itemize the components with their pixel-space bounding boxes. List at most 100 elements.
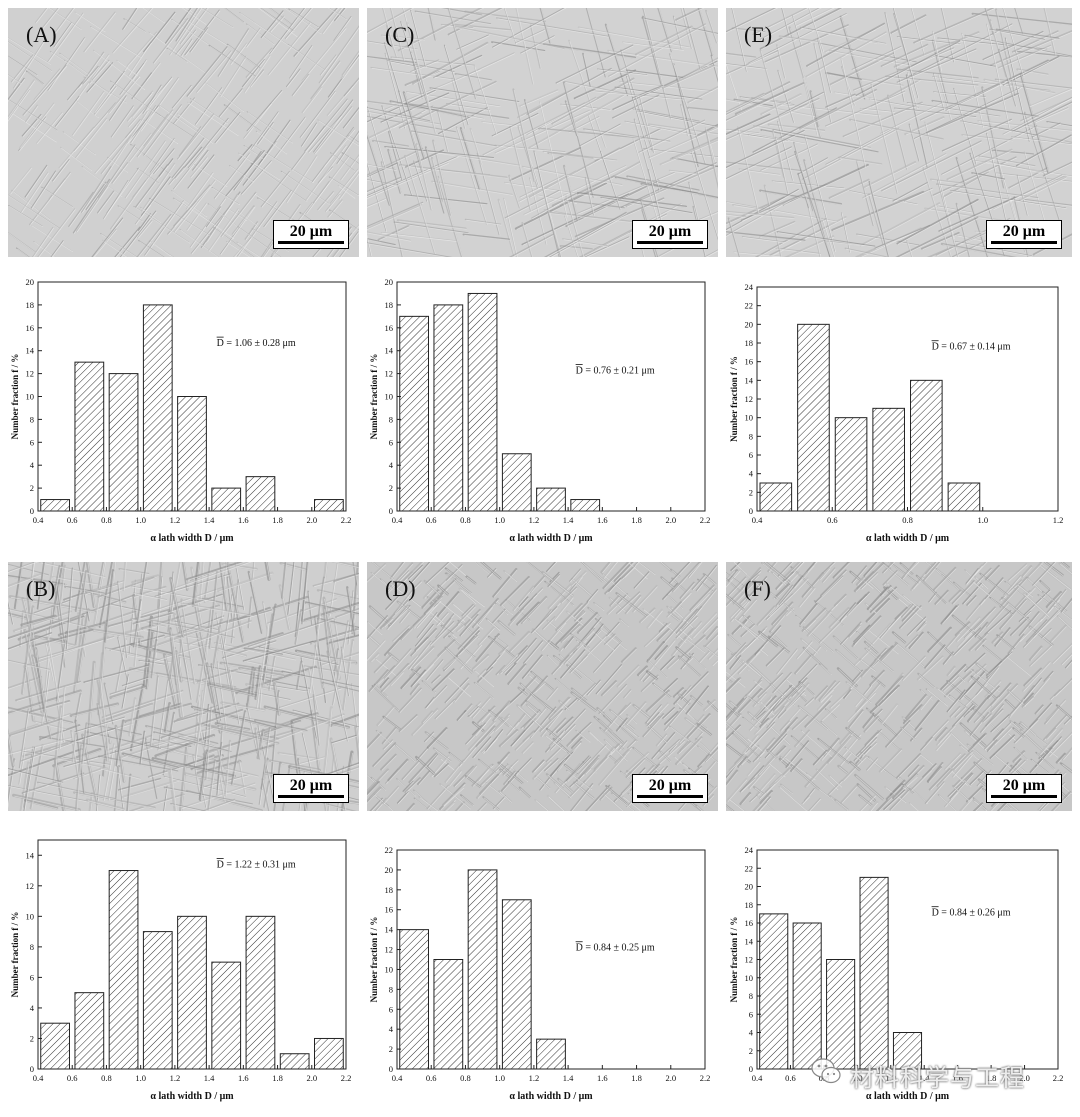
y-tick-label: 14 (745, 375, 754, 385)
panel-label: (A) (26, 22, 57, 47)
histogram-bar (399, 929, 429, 1070)
y-axis-label: Number fraction f / % (369, 354, 379, 440)
histogram-bar (142, 931, 173, 1070)
y-tick-label: 12 (385, 369, 394, 379)
micrograph-image (8, 8, 359, 257)
panel-label: (E) (744, 22, 773, 47)
y-tick-label: 20 (26, 277, 35, 287)
x-tick-label: 0.8 (460, 1073, 471, 1083)
histogram-bar (314, 499, 344, 512)
y-tick-label: 14 (26, 346, 35, 356)
x-tick-label: 1.0 (494, 1073, 505, 1083)
y-tick-label: 2 (749, 487, 753, 497)
x-tick-label: 2.2 (1053, 1073, 1064, 1083)
histogram-bar (40, 1022, 70, 1070)
scale-bar-label: 20 μm (1002, 223, 1046, 240)
y-tick-label: 12 (26, 369, 35, 379)
x-tick-label: 1.4 (204, 1073, 215, 1083)
x-axis-label: α lath width D / μm (150, 1091, 234, 1102)
y-tick-label: 18 (385, 300, 394, 310)
histogram-bar (536, 1038, 566, 1070)
micrograph-a: (A) 20 μm (8, 8, 359, 257)
y-tick-label: 4 (30, 460, 35, 470)
scale-bar: 20 μm (273, 774, 349, 803)
y-tick-label: 6 (30, 972, 34, 982)
y-tick-label: 8 (749, 431, 753, 441)
y-tick-label: 14 (385, 346, 394, 356)
y-tick-label: 0 (749, 506, 753, 516)
x-tick-label: 0.6 (67, 515, 78, 525)
y-tick-label: 0 (749, 1064, 753, 1074)
x-tick-label: 1.0 (135, 1073, 146, 1083)
y-axis-label: Number fraction f / % (369, 917, 379, 1003)
x-axis-label: α lath width D / μm (509, 1091, 593, 1102)
x-tick-label: 1.4 (204, 515, 215, 525)
micrograph-b: (B) 20 μm (8, 562, 359, 811)
scale-bar: 20 μm (986, 774, 1062, 803)
mean-annotation: D = 0.67 ± 0.14 μm (932, 342, 1011, 353)
x-tick-label: 2.0 (306, 515, 317, 525)
histogram-c: 0 2 4 6 8 10 12 14 16 18 20 0.4 0.6 0.8 1.0 1.2 1.4 1.6 1.… (367, 270, 719, 555)
y-tick-label: 4 (749, 469, 754, 479)
x-axis-label: α lath width D / μm (509, 533, 593, 544)
histogram-a: 0 2 4 6 8 10 12 14 16 18 20 0.4 0.6 0.8 1.0 1.2 1.4 1.6 1.… (8, 270, 360, 555)
y-tick-label: 16 (745, 918, 754, 928)
x-tick-label: 0.6 (67, 1073, 78, 1083)
y-tick-label: 10 (26, 392, 35, 402)
micrograph-f: (F) 20 μm (726, 562, 1072, 811)
histogram-bar (947, 482, 981, 512)
x-tick-label: 0.6 (785, 1073, 796, 1083)
y-tick-label: 10 (745, 413, 754, 423)
histogram-bar (834, 417, 868, 512)
y-tick-label: 8 (749, 991, 753, 1001)
y-tick-label: 14 (26, 850, 35, 860)
x-tick-label: 1.8 (272, 515, 283, 525)
histogram-bar (467, 869, 498, 1070)
y-tick-label: 10 (745, 973, 754, 983)
micrograph-image (367, 8, 718, 257)
y-tick-label: 0 (30, 1064, 34, 1074)
x-axis-label: α lath width D / μm (866, 1091, 950, 1102)
x-tick-label: 0.4 (33, 515, 44, 525)
x-tick-label: 1.2 (885, 1073, 896, 1083)
histogram-e: 0 2 4 6 8 10 12 14 16 18 20 22 24 0.4 0.6 0.8 1.0 1.2 α la… (727, 275, 1072, 555)
y-tick-label: 18 (26, 300, 35, 310)
scale-bar-label: 20 μm (648, 223, 692, 240)
x-tick-label: 1.4 (919, 1073, 930, 1083)
histogram-bar (792, 922, 822, 1070)
y-tick-label: 16 (385, 905, 394, 915)
x-tick-label: 0.8 (902, 515, 913, 525)
scale-bar-label: 20 μm (289, 223, 333, 240)
x-tick-label: 0.4 (392, 1073, 403, 1083)
panel-label: (F) (744, 576, 771, 601)
histogram-bar (245, 476, 276, 512)
x-tick-label: 2.0 (665, 515, 676, 525)
histogram-bar (74, 992, 105, 1070)
x-tick-label: 2.0 (1019, 1073, 1030, 1083)
y-tick-label: 18 (385, 885, 394, 895)
x-tick-label: 1.6 (238, 1073, 249, 1083)
x-tick-label: 2.2 (341, 515, 352, 525)
x-tick-label: 1.2 (529, 515, 540, 525)
micrograph-c: (C) 20 μm (367, 8, 718, 257)
y-tick-label: 6 (389, 437, 393, 447)
x-tick-label: 0.4 (752, 515, 763, 525)
y-tick-label: 20 (385, 277, 394, 287)
y-axis-label: Number fraction f / % (729, 356, 739, 442)
y-tick-label: 0 (389, 1064, 393, 1074)
y-tick-label: 4 (389, 1024, 394, 1034)
y-tick-label: 14 (385, 925, 394, 935)
histogram-bar (433, 304, 464, 512)
y-tick-label: 4 (749, 1028, 754, 1038)
x-axis-label: α lath width D / μm (150, 533, 234, 544)
micrograph-image (726, 562, 1072, 811)
y-axis-label: Number fraction f / % (10, 912, 20, 998)
x-tick-label: 1.0 (852, 1073, 863, 1083)
scale-bar: 20 μm (632, 774, 708, 803)
histogram-bar (826, 959, 856, 1070)
x-tick-label: 1.6 (238, 515, 249, 525)
y-axis-label: Number fraction f / % (729, 917, 739, 1003)
y-axis-label: Number fraction f / % (10, 354, 20, 440)
x-tick-label: 1.8 (986, 1073, 997, 1083)
